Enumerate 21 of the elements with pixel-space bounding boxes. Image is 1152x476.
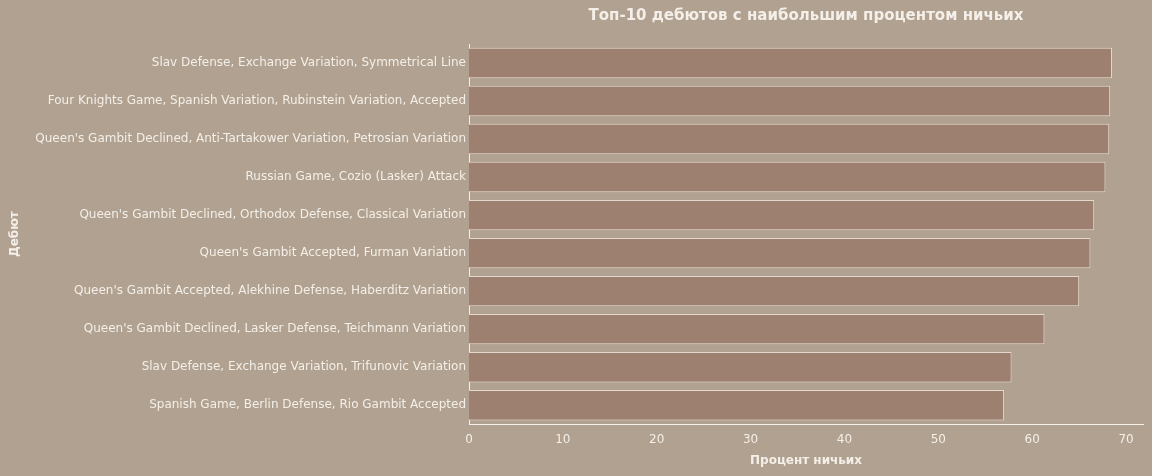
y-tick-label: Slav Defense, Exchange Variation, Symmetrical Line bbox=[151, 55, 466, 70]
y-tick-label: Spanish Game, Berlin Defense, Rio Gambit Accepted bbox=[149, 397, 466, 412]
y-tick-label: Four Knights Game, Spanish Variation, Rubinstein Variation, Accepted bbox=[47, 93, 466, 108]
y-tick-label: Slav Defense, Exchange Variation, Trifunovic Variation bbox=[141, 359, 466, 374]
y-tick-label: Queen's Gambit Accepted, Alekhine Defense, Haberditz Variation bbox=[74, 283, 466, 298]
x-tick-label: 70 bbox=[1118, 431, 1134, 446]
x-tick-label: 0 bbox=[465, 431, 473, 446]
x-tick-label: 20 bbox=[649, 431, 665, 446]
x-tick-label: 30 bbox=[742, 431, 759, 446]
y-tick-label: Queen's Gambit Declined, Anti-Tartakower Variation, Petrosian Variation bbox=[35, 131, 466, 146]
y-tick-label: Queen's Gambit Declined, Lasker Defense, Teichmann Variation bbox=[83, 321, 466, 336]
y-axis-title: Дебют bbox=[7, 211, 22, 258]
x-tick-label: 10 bbox=[555, 431, 571, 446]
y-tick-label: Queen's Gambit Declined, Orthodox Defense, Classical Variation bbox=[79, 207, 466, 222]
y-tick-label: Russian Game, Cozio (Lasker) Attack bbox=[245, 169, 467, 184]
x-tick-label: 40 bbox=[836, 431, 853, 446]
x-axis-title: Процент ничьих bbox=[749, 452, 863, 467]
x-tick-label: 50 bbox=[930, 431, 946, 446]
x-tick-label: 60 bbox=[1024, 431, 1040, 446]
y-tick-label: Queen's Gambit Accepted, Furman Variation bbox=[199, 245, 466, 260]
chart-title: Топ-10 дебютов с наибольшим процентом ничьих bbox=[588, 5, 1024, 24]
